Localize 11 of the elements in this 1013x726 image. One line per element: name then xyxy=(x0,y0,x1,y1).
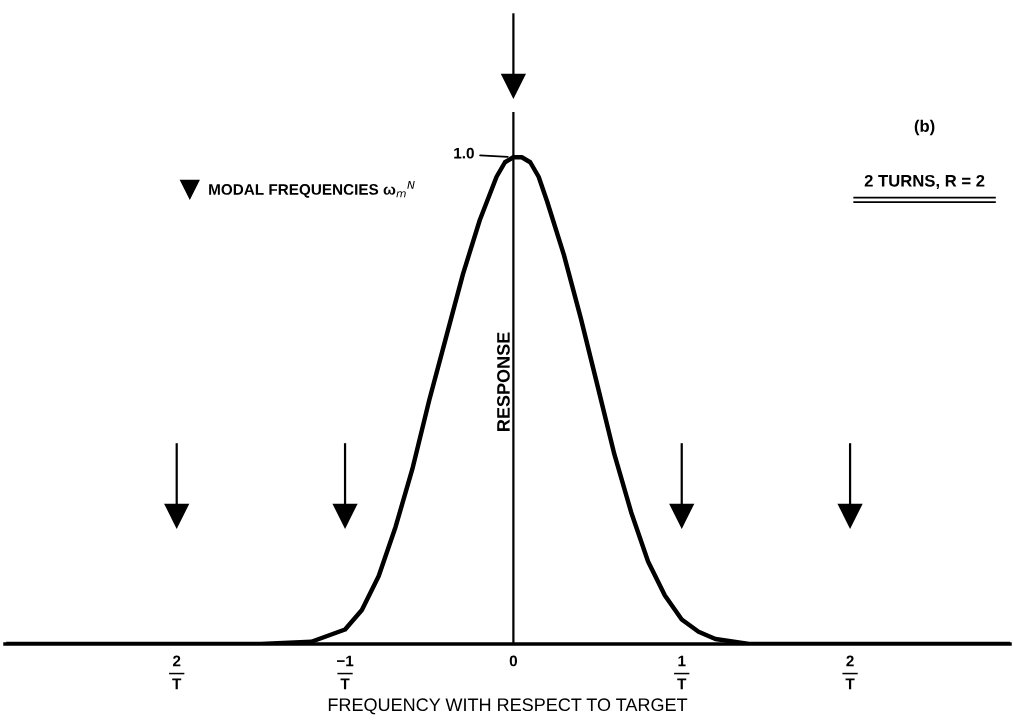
x-tick-label: 1 ― T xyxy=(674,655,690,690)
x-tick-label: 2 ― T xyxy=(169,655,185,690)
x-tick-label: 0 xyxy=(509,655,518,667)
x-tick-label: 2 ― T xyxy=(842,655,858,690)
x-tick-label: −1 ― T xyxy=(336,655,354,690)
annotation: 1.0 xyxy=(454,147,474,159)
annotation: 2 TURNS, R = 2 xyxy=(864,174,985,190)
y-axis-title: RESPONSE xyxy=(497,332,510,431)
annotation: (b) xyxy=(914,119,935,136)
legend-label: MODAL FREQUENCIES ω$_{m}$$^{N}$ xyxy=(209,181,415,198)
x-axis-title: FREQUENCY WITH RESPECT TO TARGET xyxy=(328,698,688,715)
